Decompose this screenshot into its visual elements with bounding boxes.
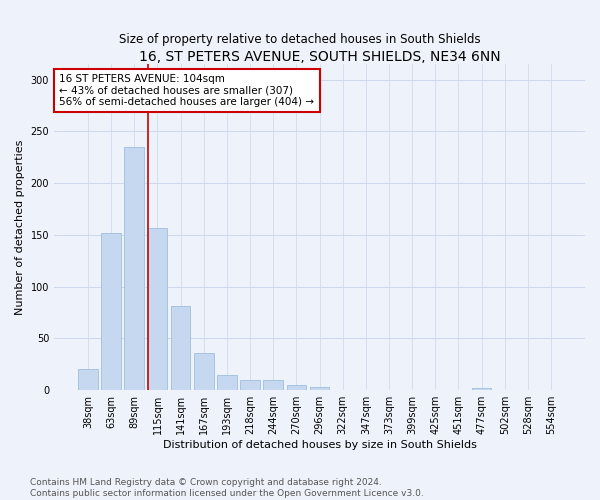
Bar <box>263 380 283 390</box>
Bar <box>171 306 190 390</box>
Title: 16, ST PETERS AVENUE, SOUTH SHIELDS, NE34 6NN: 16, ST PETERS AVENUE, SOUTH SHIELDS, NE3… <box>139 50 500 64</box>
Bar <box>472 388 491 390</box>
Text: Contains HM Land Registry data © Crown copyright and database right 2024.
Contai: Contains HM Land Registry data © Crown c… <box>30 478 424 498</box>
Bar <box>148 228 167 390</box>
X-axis label: Distribution of detached houses by size in South Shields: Distribution of detached houses by size … <box>163 440 476 450</box>
Bar <box>310 387 329 390</box>
Text: Size of property relative to detached houses in South Shields: Size of property relative to detached ho… <box>119 32 481 46</box>
Text: 16 ST PETERS AVENUE: 104sqm
← 43% of detached houses are smaller (307)
56% of se: 16 ST PETERS AVENUE: 104sqm ← 43% of det… <box>59 74 314 107</box>
Bar <box>240 380 260 390</box>
Bar <box>194 353 214 390</box>
Bar <box>287 385 306 390</box>
Y-axis label: Number of detached properties: Number of detached properties <box>15 140 25 315</box>
Bar <box>101 233 121 390</box>
Bar <box>78 370 98 390</box>
Bar <box>124 147 144 390</box>
Bar <box>217 374 237 390</box>
